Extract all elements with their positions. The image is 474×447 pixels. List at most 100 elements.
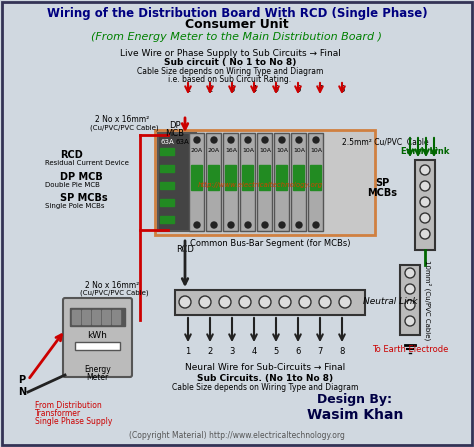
Text: 2 No x 16mm²: 2 No x 16mm²	[85, 281, 139, 290]
Circle shape	[194, 137, 200, 143]
Bar	[160, 182, 174, 189]
Circle shape	[279, 296, 291, 308]
Bar	[310, 165, 321, 190]
Text: Wiring of the Distribution Board With RCD (Single Phase): Wiring of the Distribution Board With RC…	[46, 7, 428, 20]
Circle shape	[420, 229, 430, 239]
Text: 20A: 20A	[208, 148, 220, 152]
Text: P: P	[18, 375, 25, 385]
Circle shape	[405, 268, 415, 278]
Text: 2: 2	[207, 84, 213, 93]
Text: To Earth Electrode: To Earth Electrode	[372, 346, 448, 354]
Circle shape	[420, 165, 430, 175]
Text: 6: 6	[295, 84, 301, 93]
Text: RCD: RCD	[176, 245, 194, 254]
Circle shape	[279, 137, 285, 143]
Bar	[70, 308, 125, 326]
Circle shape	[296, 137, 302, 143]
Text: (Copyright Material) http://www.electricaltechnology.org: (Copyright Material) http://www.electric…	[129, 430, 345, 439]
Text: Neutral Link: Neutral Link	[363, 298, 417, 307]
Text: 10A: 10A	[242, 148, 254, 152]
Circle shape	[299, 296, 311, 308]
Bar	[308, 133, 323, 231]
Text: 2: 2	[207, 347, 213, 357]
Bar	[72, 310, 80, 324]
Circle shape	[239, 296, 251, 308]
Bar	[102, 310, 110, 324]
Circle shape	[405, 316, 415, 326]
Text: 6: 6	[295, 347, 301, 357]
Text: RCD: RCD	[60, 150, 83, 160]
Bar	[276, 165, 287, 190]
Text: 4: 4	[251, 347, 256, 357]
Text: 3: 3	[229, 347, 235, 357]
Bar	[257, 133, 272, 231]
Bar	[112, 310, 120, 324]
FancyBboxPatch shape	[155, 130, 375, 235]
Circle shape	[259, 296, 271, 308]
Text: 7: 7	[317, 84, 323, 93]
Text: SP MCBs: SP MCBs	[60, 193, 108, 203]
FancyBboxPatch shape	[63, 298, 132, 377]
Text: 2 No x 16mm²: 2 No x 16mm²	[95, 115, 149, 125]
Text: 1: 1	[185, 84, 191, 93]
Circle shape	[228, 137, 234, 143]
Text: Cable Size depends on Wiring Type and Diagram: Cable Size depends on Wiring Type and Di…	[172, 383, 358, 392]
Circle shape	[219, 296, 231, 308]
Text: (Cu/PVC/PVC Cable): (Cu/PVC/PVC Cable)	[80, 290, 149, 296]
Text: Meter: Meter	[86, 374, 109, 383]
Text: 63A: 63A	[175, 139, 189, 145]
Circle shape	[296, 222, 302, 228]
Text: 10A: 10A	[293, 148, 305, 152]
Bar	[208, 165, 219, 190]
Bar	[242, 165, 253, 190]
Bar	[259, 165, 270, 190]
Text: 1: 1	[185, 347, 191, 357]
Text: 8: 8	[339, 84, 345, 93]
Text: 7: 7	[317, 347, 323, 357]
Text: http://www.electricaltechnology.org: http://www.electricaltechnology.org	[198, 182, 323, 188]
Circle shape	[228, 222, 234, 228]
Text: kWh: kWh	[88, 332, 108, 341]
Circle shape	[194, 222, 200, 228]
Bar	[240, 133, 255, 231]
Bar	[175, 290, 365, 315]
Circle shape	[339, 296, 351, 308]
Circle shape	[420, 213, 430, 223]
Text: Energy: Energy	[84, 366, 111, 375]
Bar	[189, 133, 204, 231]
Circle shape	[279, 222, 285, 228]
Text: 3: 3	[229, 84, 235, 93]
Text: Earth Link: Earth Link	[401, 148, 449, 156]
Circle shape	[262, 137, 268, 143]
Text: (From Energy Meter to the Main Distribution Board ): (From Energy Meter to the Main Distribut…	[91, 32, 383, 42]
Bar	[160, 165, 174, 172]
Text: (Cu/PVC/PVC Cable): (Cu/PVC/PVC Cable)	[90, 125, 159, 131]
Text: Sub Circuits. (No 1to No 8): Sub Circuits. (No 1to No 8)	[197, 374, 333, 383]
Text: Single Pole MCBs: Single Pole MCBs	[45, 203, 104, 209]
Text: N: N	[18, 387, 26, 397]
Text: i.e. based on Sub Circuit Rating.: i.e. based on Sub Circuit Rating.	[168, 75, 292, 84]
Text: 10mm² (Cu/PVC Cable): 10mm² (Cu/PVC Cable)	[424, 260, 432, 340]
Bar	[75, 342, 120, 350]
Text: Cable Size depends on Wiring Type and Diagram: Cable Size depends on Wiring Type and Di…	[137, 67, 323, 76]
Text: Sub circuit ( No 1 to No 8): Sub circuit ( No 1 to No 8)	[164, 58, 296, 67]
Bar	[92, 310, 100, 324]
Text: Common Bus-Bar Segment (for MCBs): Common Bus-Bar Segment (for MCBs)	[190, 239, 350, 248]
Bar	[400, 265, 420, 335]
Bar	[293, 165, 304, 190]
Circle shape	[245, 137, 251, 143]
Text: SP: SP	[375, 178, 389, 188]
Bar	[206, 133, 221, 231]
Text: 20A: 20A	[191, 148, 203, 152]
Text: 4: 4	[251, 84, 256, 93]
Circle shape	[313, 137, 319, 143]
Text: DP: DP	[169, 121, 181, 130]
Text: Residual Current Device: Residual Current Device	[45, 160, 129, 166]
Bar	[191, 165, 202, 190]
Bar	[160, 216, 174, 223]
Text: Double Pie MCB: Double Pie MCB	[45, 182, 100, 188]
Text: Live Wire or Phase Supply to Sub Circuits → Final: Live Wire or Phase Supply to Sub Circuit…	[119, 49, 340, 58]
Circle shape	[211, 222, 217, 228]
Circle shape	[420, 181, 430, 191]
Bar	[291, 133, 306, 231]
